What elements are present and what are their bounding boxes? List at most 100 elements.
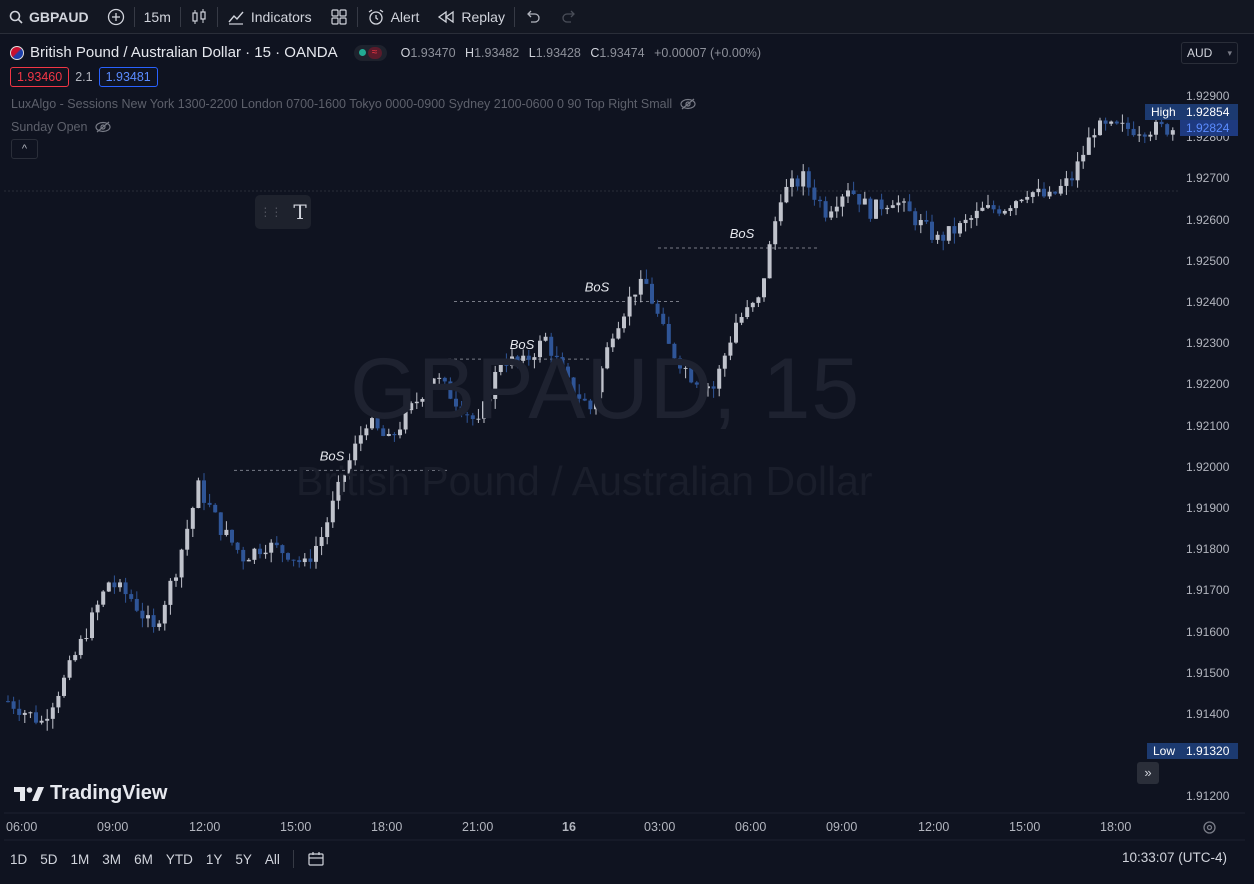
candle-body: [532, 357, 537, 360]
candle-body: [1081, 154, 1086, 162]
candle-body: [622, 316, 626, 329]
candle-body: [510, 356, 514, 366]
candle-body: [1159, 121, 1164, 125]
scroll-to-realtime-button[interactable]: »: [1137, 762, 1159, 784]
candle-body: [1142, 134, 1147, 137]
replay-button[interactable]: Replay: [428, 0, 514, 34]
candle-body: [857, 194, 862, 205]
interval-button[interactable]: 15m: [135, 0, 180, 34]
candle-body: [274, 542, 279, 546]
range-5y[interactable]: 5Y: [235, 851, 252, 867]
candle-body: [790, 178, 794, 187]
indicator-sunday-open[interactable]: Sunday Open: [11, 120, 112, 134]
drag-handle-icon[interactable]: ⋮⋮: [259, 205, 282, 219]
candle-body: [728, 342, 733, 356]
alarm-clock-icon: [368, 8, 383, 25]
collapse-indicators-button[interactable]: ^: [11, 139, 38, 159]
toolbar-divider: [292, 850, 294, 868]
candle-body: [386, 434, 391, 436]
candle-body: [689, 367, 694, 383]
undo-button[interactable]: [515, 0, 551, 34]
candle-body: [185, 528, 190, 550]
toolbar-divider: [513, 6, 515, 27]
candle-body: [392, 434, 397, 436]
candle-body: [263, 552, 268, 555]
candle-body: [454, 398, 458, 407]
candle-body: [381, 428, 386, 436]
alert-button[interactable]: Alert: [358, 0, 429, 34]
hidden-eye-icon[interactable]: [680, 98, 696, 110]
candle-body: [218, 512, 223, 535]
indicators-button[interactable]: Indicators: [218, 0, 321, 34]
goto-date-icon[interactable]: [307, 850, 325, 868]
layouts-button[interactable]: [321, 0, 357, 34]
candle-body: [1025, 196, 1030, 200]
chart-type-button[interactable]: [181, 0, 217, 34]
candle-body: [767, 244, 772, 279]
range-5d[interactable]: 5D: [40, 851, 58, 867]
candle-body: [90, 612, 94, 639]
candle-body: [370, 418, 374, 429]
candle-body: [594, 392, 598, 410]
candle-body: [319, 537, 324, 546]
currency-flag-icon: [10, 45, 24, 60]
tradingview-logo[interactable]: TradingView: [14, 782, 167, 805]
candle-body: [566, 366, 570, 378]
candle-body: [1148, 134, 1153, 137]
candle-body: [498, 362, 503, 372]
candle-body: [851, 190, 856, 195]
candle-body: [1170, 130, 1175, 135]
compare-button[interactable]: [98, 0, 134, 34]
candles-layer: [6, 114, 1175, 731]
candle-body: [946, 226, 951, 241]
time-tick: 06:00: [735, 820, 767, 834]
candle-body: [958, 223, 962, 234]
symbol-title[interactable]: British Pound / Australian Dollar · 15 ·…: [30, 44, 338, 61]
candle-body: [1008, 208, 1013, 211]
candle-body: [1002, 210, 1007, 214]
text-tool-icon[interactable]: T: [293, 200, 307, 224]
range-1y[interactable]: 1Y: [205, 851, 223, 867]
candle-body: [134, 598, 139, 611]
candle-body: [6, 701, 10, 703]
clock-timezone[interactable]: 10:33:07 (UTC-4): [1122, 850, 1228, 865]
range-1m[interactable]: 1M: [70, 851, 90, 867]
range-all[interactable]: All: [264, 851, 280, 867]
candle-body: [610, 338, 615, 348]
settings-gear-icon[interactable]: [1202, 820, 1217, 835]
candle-body: [504, 362, 509, 366]
candle-body: [325, 522, 330, 538]
candle-body: [129, 594, 134, 599]
candle-body: [101, 591, 106, 605]
redo-button[interactable]: [551, 0, 587, 34]
sell-price-button[interactable]: 1.93460: [10, 67, 70, 87]
range-3m[interactable]: 3M: [102, 851, 122, 867]
bos-label: BoS: [510, 337, 535, 352]
candle-body: [526, 355, 531, 360]
time-tick: 18:00: [1100, 820, 1132, 834]
candle-body: [112, 582, 117, 588]
text-tool-widget[interactable]: ⋮⋮ T: [255, 195, 311, 229]
price-tick: 1.92400: [1186, 295, 1230, 309]
symbol-search[interactable]: GBPAUD: [0, 0, 98, 34]
candle-body: [11, 701, 16, 709]
currency-select[interactable]: AUD ▾: [1181, 42, 1238, 64]
range-6m[interactable]: 6M: [134, 851, 153, 867]
market-status[interactable]: ≈: [353, 44, 387, 61]
double-chevron-right-icon: »: [1144, 765, 1152, 780]
bos-label: BoS: [730, 226, 755, 241]
range-1d[interactable]: 1D: [10, 851, 28, 867]
range-ytd[interactable]: YTD: [165, 851, 193, 867]
price-tick: 1.92100: [1186, 418, 1230, 433]
indicator-sessions[interactable]: LuxAlgo - Sessions New York 1300-2200 Lo…: [11, 97, 696, 111]
buy-price-button[interactable]: 1.93481: [98, 67, 158, 87]
candle-body: [879, 199, 884, 210]
candle-body: [168, 580, 173, 605]
watermark-symbol: GBPAUD, 15: [350, 341, 861, 437]
low-price-tag: 1.91320: [1180, 743, 1238, 759]
candle-body: [997, 209, 1002, 214]
hidden-eye-icon[interactable]: [95, 121, 112, 133]
candle-body: [448, 381, 453, 399]
price-tick: 1.92500: [1186, 253, 1230, 268]
